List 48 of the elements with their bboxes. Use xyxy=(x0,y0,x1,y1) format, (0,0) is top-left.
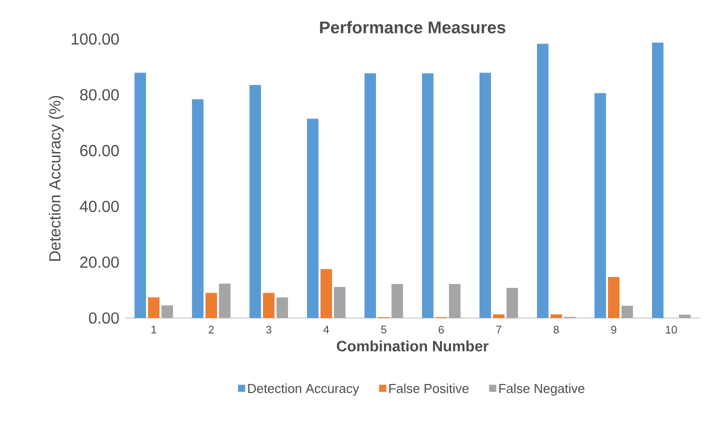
y-tick-label: 40.00 xyxy=(80,200,119,212)
bar xyxy=(307,118,319,318)
bar xyxy=(493,314,504,318)
bar xyxy=(594,93,606,318)
bar xyxy=(134,72,146,318)
bar xyxy=(219,284,231,318)
bar xyxy=(422,73,434,318)
y-tick-label: 100.00 xyxy=(72,33,119,45)
y-tick-label: 0.00 xyxy=(88,312,119,324)
y-tick-label: 60.00 xyxy=(80,144,119,156)
bar xyxy=(192,99,204,318)
bar xyxy=(148,297,160,318)
x-tick-label: 9 xyxy=(611,326,616,334)
bar xyxy=(652,42,664,318)
x-tick-label: 3 xyxy=(266,326,272,334)
x-tick-label: 7 xyxy=(496,326,502,334)
x-tick-label: 4 xyxy=(323,326,329,334)
bar xyxy=(550,314,562,318)
bar xyxy=(276,297,288,318)
bar xyxy=(263,292,275,318)
legend-label: False Negative xyxy=(499,384,584,396)
bar xyxy=(449,284,460,318)
bar xyxy=(162,305,174,318)
legend-label: Detection Accuracy xyxy=(248,384,360,396)
chart-title: Performance Measures xyxy=(320,20,506,34)
bar xyxy=(536,44,548,318)
bar xyxy=(506,288,518,318)
x-tick-label: 2 xyxy=(208,326,214,334)
bar xyxy=(320,269,332,318)
bar xyxy=(608,276,620,318)
bar xyxy=(622,306,633,318)
x-tick-label: 6 xyxy=(438,326,444,334)
x-axis-title: Combination Number xyxy=(336,340,489,352)
bar xyxy=(334,287,346,318)
bar xyxy=(678,314,690,318)
bar xyxy=(364,73,376,318)
legend-label: False Positive xyxy=(389,384,469,394)
x-tick-label: 10 xyxy=(666,326,677,334)
bar xyxy=(250,85,262,318)
y-tick-label: 20.00 xyxy=(80,256,119,268)
bar xyxy=(480,72,491,318)
x-tick-label: 1 xyxy=(152,326,156,334)
y-axis-title: Detection Accuracy (%) xyxy=(48,96,64,261)
x-tick-label: 5 xyxy=(381,326,386,334)
x-tick-label: 8 xyxy=(554,326,559,334)
y-tick-label: 80.00 xyxy=(80,89,119,100)
bar xyxy=(392,284,403,318)
bar xyxy=(206,292,218,318)
